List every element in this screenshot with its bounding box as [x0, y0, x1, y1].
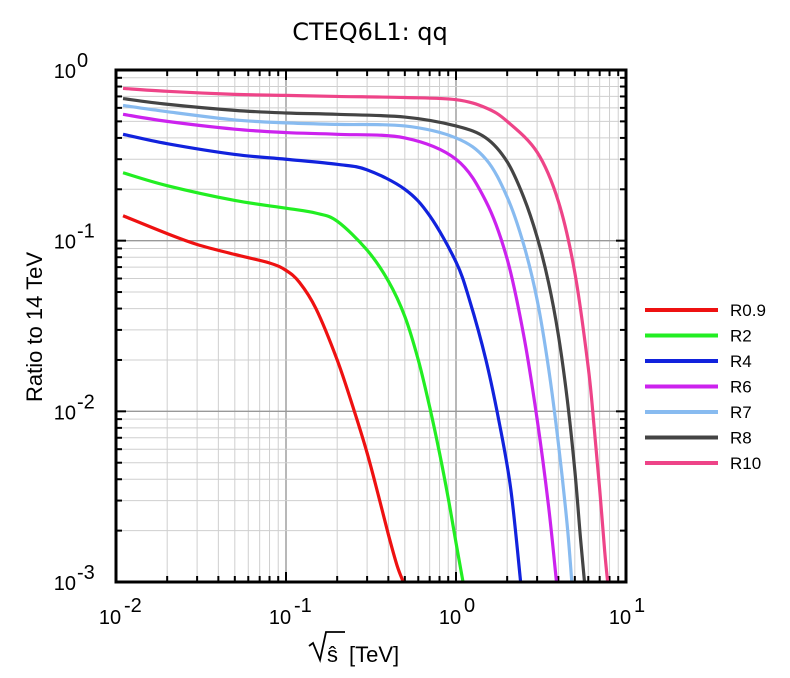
legend-label: R0.9 [730, 301, 766, 320]
x-tick-label: 10 [439, 607, 461, 629]
series-line-r6 [122, 112, 559, 582]
y-tick-label: 10 [54, 61, 76, 83]
grid [115, 70, 626, 583]
series-line-r4 [122, 132, 523, 582]
y-tick-label-exponent: -2 [77, 391, 95, 413]
legend: R0.9 R2 R4 R6 R7 R8 R10 [645, 301, 766, 473]
legend-label: R2 [730, 327, 752, 346]
y-tick-label-exponent: -1 [77, 221, 95, 243]
x-tick-label-exponent: 0 [464, 595, 475, 617]
x-axis-title-unit: [TeV] [349, 642, 399, 667]
y-tick-label-exponent: 0 [77, 50, 88, 72]
legend-label: R7 [730, 403, 752, 422]
series-line-r7 [122, 103, 574, 582]
sqrt-sign [308, 631, 345, 664]
x-tick-label-exponent: 1 [634, 595, 645, 617]
plot-frame [114, 68, 628, 584]
legend-label: R4 [730, 352, 752, 371]
x-axis-title: ŝ [TeV] [308, 631, 399, 667]
x-tick-label-exponent: -2 [124, 595, 142, 617]
series-line-r10 [122, 86, 610, 582]
y-tick-label: 10 [54, 573, 76, 595]
series-line-r2 [122, 171, 465, 582]
legend-label: R8 [730, 429, 752, 448]
x-tick-label: 10 [269, 607, 291, 629]
y-tick-label-exponent: -3 [77, 562, 95, 584]
chart-title: CTEQ6L1: qq [292, 18, 448, 46]
x-tick-label: 10 [99, 607, 121, 629]
y-axis-title: Ratio to 14 TeV [22, 252, 47, 402]
series-line-r0-9 [122, 214, 405, 582]
y-tick-label: 10 [54, 402, 76, 424]
x-axis-title-root: ŝ [327, 642, 338, 667]
x-tick-label-exponent: -1 [294, 595, 312, 617]
legend-label: R10 [730, 454, 761, 473]
y-tick-label: 10 [54, 232, 76, 254]
series-layer [122, 86, 610, 582]
x-tick-label: 10 [609, 607, 631, 629]
legend-label: R6 [730, 378, 752, 397]
series-line-r8 [122, 97, 587, 582]
